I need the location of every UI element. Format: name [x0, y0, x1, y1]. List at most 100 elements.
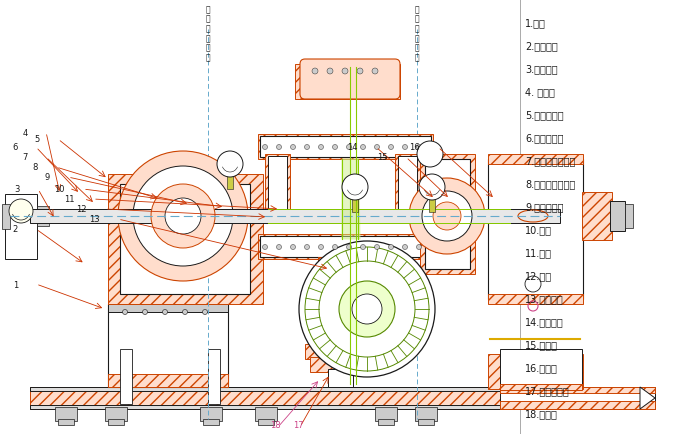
Text: 14.后轴承座: 14.后轴承座	[525, 316, 564, 326]
Text: 14: 14	[348, 143, 358, 152]
Text: 11: 11	[65, 195, 75, 204]
Text: 6: 6	[13, 143, 18, 152]
Bar	[108, 304, 228, 387]
Bar	[37, 207, 49, 227]
Bar	[200, 407, 222, 421]
Bar	[108, 374, 228, 387]
Circle shape	[165, 198, 201, 234]
Bar	[378, 419, 394, 425]
Text: 5.转速传感器: 5.转速传感器	[525, 110, 564, 120]
Circle shape	[133, 167, 233, 266]
Bar	[500, 387, 655, 393]
Text: 11.汽封: 11.汽封	[525, 247, 552, 257]
Bar	[318, 257, 363, 347]
Text: 16.联轴器: 16.联轴器	[525, 362, 558, 372]
Bar	[258, 419, 274, 425]
Circle shape	[346, 245, 351, 250]
Bar	[260, 137, 431, 158]
Bar	[30, 210, 560, 224]
Bar	[322, 260, 359, 345]
Bar	[5, 194, 37, 260]
Bar	[295, 65, 400, 100]
Text: 15.后轴承: 15.后轴承	[525, 339, 558, 349]
Bar	[120, 349, 132, 404]
Text: 8.支持止推前轴承: 8.支持止推前轴承	[525, 178, 575, 188]
Circle shape	[183, 310, 187, 315]
Bar	[582, 193, 612, 240]
Circle shape	[339, 281, 395, 337]
Text: 2: 2	[13, 225, 18, 234]
Circle shape	[162, 310, 167, 315]
Text: 2.弹性支座: 2.弹性支座	[525, 41, 558, 51]
Bar	[500, 387, 655, 409]
Circle shape	[312, 69, 318, 75]
Bar	[488, 294, 583, 304]
Bar	[500, 349, 582, 387]
Circle shape	[417, 145, 422, 150]
Circle shape	[417, 141, 443, 168]
Circle shape	[419, 174, 445, 201]
Circle shape	[360, 245, 365, 250]
Text: 1: 1	[13, 280, 18, 289]
Bar	[488, 155, 583, 164]
Circle shape	[291, 245, 296, 250]
Bar	[260, 237, 431, 257]
Text: 13.叶轮叶片: 13.叶轮叶片	[525, 293, 564, 303]
Bar	[108, 174, 263, 304]
Circle shape	[291, 145, 296, 150]
Bar	[500, 384, 582, 390]
Text: 3: 3	[15, 185, 20, 194]
Circle shape	[305, 145, 309, 150]
Circle shape	[374, 145, 379, 150]
Circle shape	[277, 245, 282, 250]
Circle shape	[203, 310, 208, 315]
Text: 8: 8	[33, 163, 38, 172]
Circle shape	[118, 151, 248, 281]
Bar	[258, 234, 433, 260]
Circle shape	[217, 151, 243, 178]
Circle shape	[319, 245, 323, 250]
Circle shape	[342, 69, 348, 75]
Text: 1.底盘: 1.底盘	[525, 18, 546, 28]
Bar	[227, 164, 233, 190]
Bar	[255, 407, 277, 421]
Text: 16: 16	[409, 143, 420, 152]
Bar	[120, 184, 250, 294]
Circle shape	[402, 145, 408, 150]
Bar	[420, 155, 475, 274]
Circle shape	[332, 245, 337, 250]
Circle shape	[151, 184, 215, 248]
Circle shape	[263, 245, 268, 250]
Text: 10: 10	[54, 185, 65, 194]
Circle shape	[327, 69, 333, 75]
Text: 4. 调速器: 4. 调速器	[525, 87, 555, 97]
Circle shape	[372, 69, 378, 75]
Bar	[625, 204, 633, 228]
Circle shape	[374, 245, 379, 250]
Text: 13: 13	[89, 215, 100, 224]
Text: 5: 5	[35, 135, 40, 144]
Bar	[203, 419, 219, 425]
Polygon shape	[640, 387, 655, 409]
Circle shape	[422, 191, 472, 241]
Circle shape	[402, 245, 408, 250]
Text: 7: 7	[22, 153, 28, 162]
Bar	[610, 201, 625, 231]
Circle shape	[9, 200, 33, 224]
Bar	[418, 419, 434, 425]
Bar	[488, 160, 583, 299]
Text: 18: 18	[270, 420, 280, 429]
Bar	[105, 407, 127, 421]
Bar	[108, 304, 228, 312]
Bar	[375, 407, 397, 421]
Bar	[352, 187, 358, 213]
Bar	[108, 419, 124, 425]
Bar	[429, 187, 435, 213]
Bar	[398, 157, 417, 213]
Text: 15: 15	[378, 153, 388, 162]
Circle shape	[305, 245, 309, 250]
Circle shape	[417, 245, 422, 250]
Text: 9: 9	[45, 173, 50, 182]
Bar	[58, 419, 74, 425]
Bar	[425, 160, 470, 270]
